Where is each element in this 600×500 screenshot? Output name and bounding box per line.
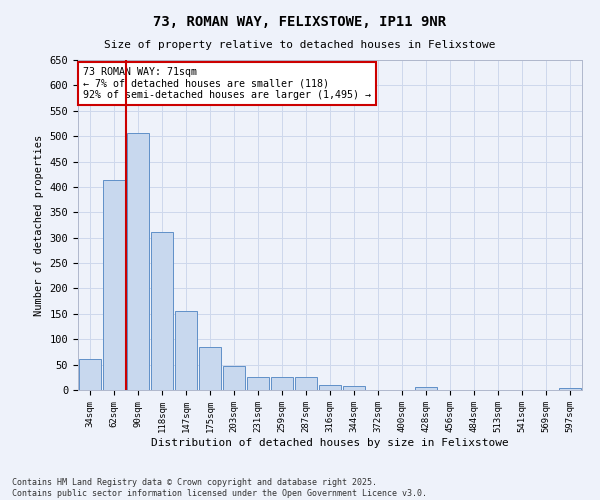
Bar: [343, 386, 365, 390]
Bar: [103, 180, 125, 390]
Bar: [247, 378, 269, 390]
Bar: [415, 388, 437, 390]
Text: Size of property relative to detached houses in Felixstowe: Size of property relative to detached ho…: [104, 40, 496, 50]
Bar: [199, 348, 221, 390]
Bar: [559, 388, 581, 390]
Y-axis label: Number of detached properties: Number of detached properties: [34, 134, 44, 316]
Bar: [271, 377, 293, 390]
Text: Contains HM Land Registry data © Crown copyright and database right 2025.
Contai: Contains HM Land Registry data © Crown c…: [12, 478, 427, 498]
Text: 73 ROMAN WAY: 71sqm
← 7% of detached houses are smaller (118)
92% of semi-detach: 73 ROMAN WAY: 71sqm ← 7% of detached hou…: [83, 66, 371, 100]
X-axis label: Distribution of detached houses by size in Felixstowe: Distribution of detached houses by size …: [151, 438, 509, 448]
Bar: [79, 358, 101, 390]
Bar: [295, 377, 317, 390]
Text: 73, ROMAN WAY, FELIXSTOWE, IP11 9NR: 73, ROMAN WAY, FELIXSTOWE, IP11 9NR: [154, 15, 446, 29]
Bar: [127, 133, 149, 390]
Bar: [223, 366, 245, 390]
Bar: [319, 386, 341, 390]
Bar: [151, 232, 173, 390]
Bar: [175, 312, 197, 390]
